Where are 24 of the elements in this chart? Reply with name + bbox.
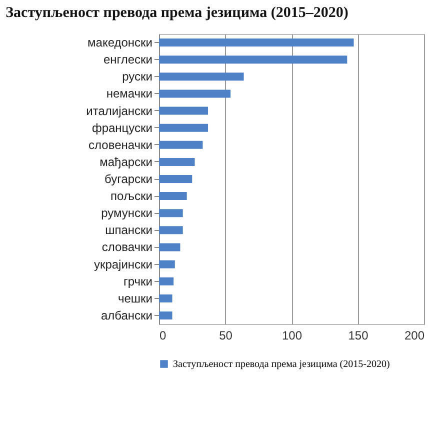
- x-tick-label: 200: [404, 328, 425, 342]
- y-tick-label: словеначки: [88, 138, 152, 152]
- y-tick-label: румунски: [101, 206, 152, 220]
- y-tick-label: шпански: [105, 223, 152, 238]
- y-tick-label: украјински: [94, 257, 152, 272]
- x-tick-label: 100: [282, 328, 302, 342]
- x-tick-label: 50: [219, 328, 233, 342]
- y-tick-label: албански: [100, 308, 152, 322]
- y-tick-label: македонски: [88, 36, 152, 50]
- y-tick-label: енглески: [103, 52, 152, 67]
- y-tick-label: чешки: [118, 291, 152, 306]
- y-tick-label: мађарски: [100, 154, 152, 169]
- y-tick-label: италијански: [86, 104, 152, 118]
- chart-title: Заступљеност превода према језицима (2015–2020): [6, 5, 348, 21]
- y-tick-label: пољски: [110, 189, 152, 204]
- legend-label: Заступљеност превода према језицима (2015-2020): [173, 359, 390, 370]
- y-tick-label: бугарски: [104, 172, 152, 186]
- y-tick-label: француски: [92, 120, 152, 135]
- x-tick-label: 150: [348, 328, 369, 342]
- y-tick-label: руски: [122, 70, 152, 84]
- y-tick-label: словачки: [102, 240, 152, 254]
- x-tick-label: 0: [160, 328, 166, 342]
- y-tick-label: грчки: [124, 274, 152, 288]
- y-tick-label: немачки: [106, 86, 152, 101]
